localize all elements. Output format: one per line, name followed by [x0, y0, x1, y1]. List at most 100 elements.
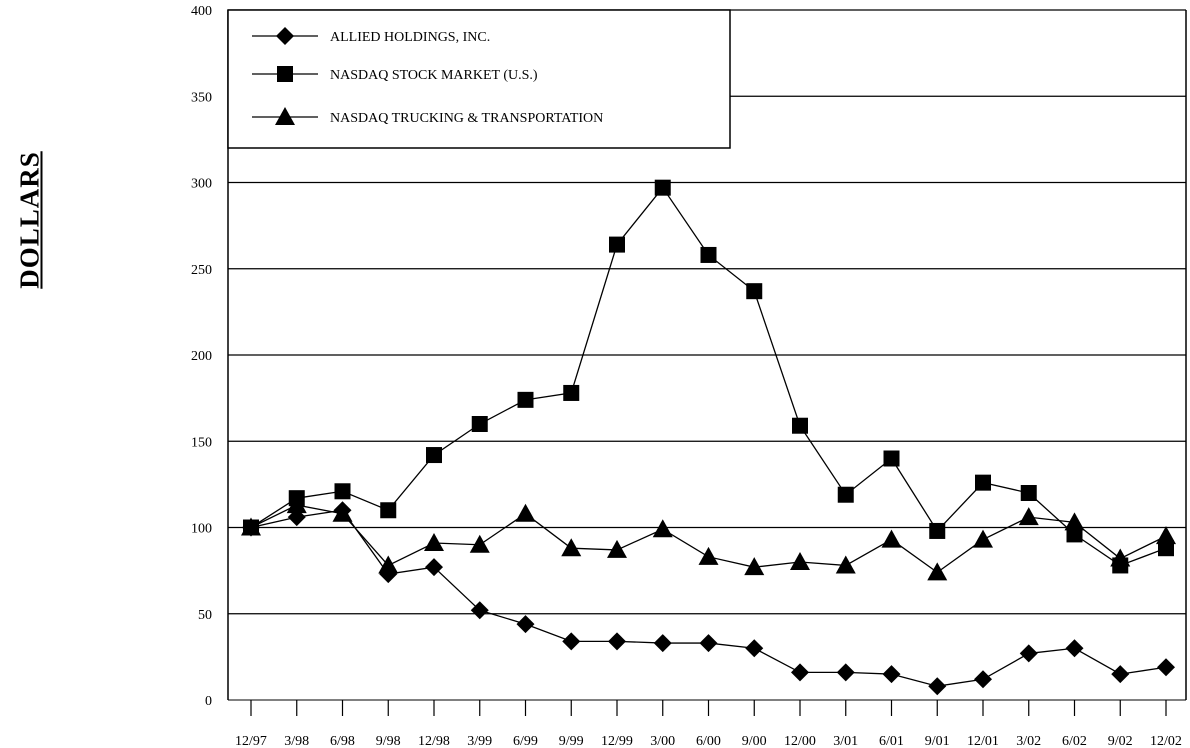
x-tick-label: 3/99: [467, 734, 492, 748]
data-point-square: [883, 450, 900, 467]
data-point-square: [380, 502, 397, 519]
data-point-square: [1158, 540, 1174, 557]
data-point-square: [563, 384, 580, 401]
data-point-diamond: [974, 670, 992, 689]
data-point-diamond: [1157, 658, 1175, 677]
x-tick-label: 9/02: [1108, 734, 1133, 748]
x-tick-label: 9/01: [925, 734, 950, 748]
legend-label: ALLIED HOLDINGS, INC.: [330, 30, 490, 45]
data-point-diamond: [882, 665, 901, 684]
data-point-diamond: [699, 634, 718, 653]
data-point-diamond: [516, 615, 535, 634]
x-tick-label: 9/98: [376, 734, 401, 748]
data-point-triangle: [835, 555, 856, 574]
legend-marker-diamond: [276, 27, 294, 45]
data-point-square: [792, 417, 808, 434]
data-point-triangle: [790, 552, 810, 570]
legend-marker-triangle: [275, 107, 295, 125]
data-point-triangle: [1110, 548, 1131, 567]
y-tick-label: 400: [191, 4, 212, 19]
data-point-triangle: [881, 529, 902, 548]
data-point-square: [334, 483, 351, 500]
data-point-square: [1020, 485, 1037, 501]
y-tick-label: 150: [191, 435, 212, 450]
data-point-diamond: [1111, 665, 1130, 684]
data-point-diamond: [1065, 639, 1084, 658]
x-tick-label: 12/97: [235, 734, 267, 748]
data-point-square: [609, 236, 625, 253]
y-axis-label-container: DOLLARS: [8, 140, 52, 300]
data-point-diamond: [791, 663, 809, 682]
x-tick-label: 12/98: [418, 734, 450, 748]
data-point-triangle: [652, 519, 673, 538]
x-tick-label: 12/99: [601, 734, 633, 748]
data-point-triangle: [927, 562, 948, 581]
data-point-triangle: [241, 517, 261, 536]
data-point-square: [1066, 526, 1083, 543]
x-tick-label: 6/02: [1062, 734, 1087, 748]
series-layer: [241, 179, 1176, 696]
data-point-square: [471, 416, 488, 432]
x-tick-label: 6/98: [330, 734, 355, 748]
legend-label: NASDAQ TRUCKING & TRANSPORTATION: [330, 111, 603, 126]
x-tick-label: 12/00: [784, 734, 816, 748]
data-point-triangle: [698, 546, 719, 565]
data-point-diamond: [745, 639, 764, 658]
x-tick-label: 6/00: [696, 734, 721, 748]
data-point-triangle: [1064, 512, 1085, 531]
data-point-square: [517, 391, 534, 408]
x-tick-label: 6/99: [513, 734, 538, 748]
data-point-square: [929, 522, 946, 539]
data-point-diamond: [608, 632, 626, 651]
data-point-diamond: [562, 632, 581, 651]
legend-marker-square: [277, 66, 293, 82]
data-point-square: [837, 486, 854, 503]
data-point-diamond: [470, 601, 489, 620]
y-axis-label: DOLLARS: [14, 151, 45, 289]
data-point-triangle: [1156, 526, 1176, 545]
data-point-diamond: [425, 558, 443, 577]
y-tick-label: 200: [191, 349, 212, 364]
x-tick-label: 3/02: [1016, 734, 1041, 748]
data-point-triangle: [607, 539, 627, 558]
series-diamond: [242, 501, 1175, 696]
legend: ALLIED HOLDINGS, INC. NASDAQ STOCK MARKET…: [227, 9, 731, 149]
x-tick-label: 12/02: [1150, 734, 1182, 748]
data-point-square: [654, 179, 671, 196]
legend-label: NASDAQ STOCK MARKET (U.S.): [330, 68, 538, 83]
data-point-triangle: [515, 503, 536, 522]
x-tick-label: 3/01: [833, 734, 858, 748]
y-tick-label: 50: [198, 608, 212, 623]
data-point-square: [426, 447, 442, 464]
data-point-triangle: [1018, 507, 1039, 526]
legend-box: [227, 9, 731, 149]
series-square: [243, 179, 1174, 574]
y-tick-label: 300: [191, 177, 212, 192]
x-tick-label: 3/98: [284, 734, 309, 748]
series-triangle: [241, 495, 1176, 581]
data-point-diamond: [836, 663, 855, 682]
y-tick-label: 100: [191, 522, 212, 537]
x-tick-label: 9/99: [559, 734, 584, 748]
data-point-diamond: [1019, 644, 1038, 663]
y-tick-label: 0: [205, 694, 212, 709]
data-point-square: [746, 283, 763, 300]
data-point-triangle: [973, 529, 993, 548]
data-point-square: [700, 246, 717, 263]
data-point-triangle: [561, 538, 582, 557]
data-point-square: [975, 474, 991, 491]
data-point-diamond: [928, 677, 947, 696]
y-tick-label: 250: [191, 263, 212, 278]
data-point-diamond: [653, 634, 672, 653]
data-point-triangle: [469, 534, 490, 553]
y-axis-ticks: 0 50 100 150 200 250 300 350 400: [191, 4, 212, 709]
data-point-triangle: [332, 503, 353, 522]
data-point-triangle: [378, 555, 399, 574]
x-tick-label: 3/00: [650, 734, 675, 748]
data-point-triangle: [424, 533, 444, 552]
x-axis-ticks: 12/97 3/98 6/98 9/98 12/98 3/99 6/99 9/99 12/99 3…: [235, 700, 1182, 748]
x-tick-label: 12/01: [967, 734, 999, 748]
x-tick-label: 6/01: [879, 734, 904, 748]
data-point-triangle: [286, 495, 307, 514]
